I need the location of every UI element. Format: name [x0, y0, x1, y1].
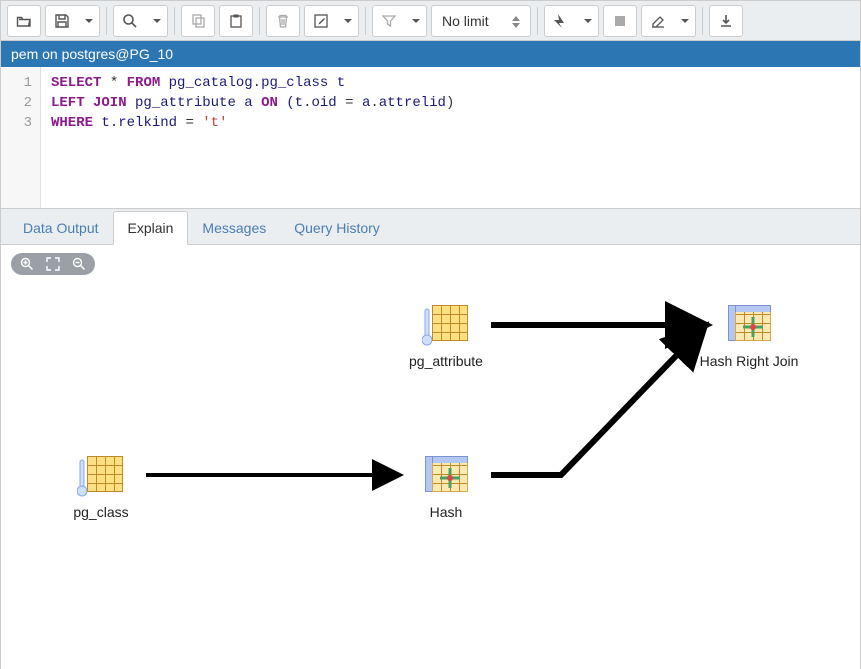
find-dropdown[interactable]	[146, 5, 168, 37]
hashjoin-icon	[727, 305, 771, 345]
tab-explain[interactable]: Explain	[113, 211, 189, 245]
clear-button[interactable]	[641, 5, 675, 37]
plan-node-pg-attribute[interactable]: pg_attribute	[386, 305, 506, 369]
plan-node-hash-right-join[interactable]: Hash Right Join	[689, 305, 809, 369]
plan-node-hash[interactable]: Hash	[386, 456, 506, 520]
tab-data-output[interactable]: Data Output	[9, 212, 113, 244]
delete-button[interactable]	[266, 5, 300, 37]
edit-dropdown[interactable]	[337, 5, 359, 37]
separator	[106, 7, 107, 35]
save-dropdown[interactable]	[78, 5, 100, 37]
copy-button[interactable]	[181, 5, 215, 37]
execute-button[interactable]	[544, 5, 578, 37]
separator	[365, 7, 366, 35]
limit-label: No limit	[442, 13, 489, 29]
output-tabs: Data Output Explain Messages Query Histo…	[1, 209, 860, 245]
node-label: Hash Right Join	[700, 353, 799, 369]
toolbar: No limit	[1, 1, 860, 41]
line-number: 2	[1, 93, 32, 113]
separator	[259, 7, 260, 35]
explain-panel: pg_attribute pg_class Hash Hash Right Jo…	[1, 245, 860, 669]
node-label: pg_class	[73, 504, 128, 520]
separator	[537, 7, 538, 35]
seqscan-icon	[79, 456, 123, 496]
node-label: Hash	[430, 504, 463, 520]
download-button[interactable]	[709, 5, 743, 37]
limit-select[interactable]: No limit	[431, 5, 531, 37]
separator	[702, 7, 703, 35]
connection-title-bar: pem on postgres@PG_10	[1, 41, 860, 67]
line-gutter: 1 2 3	[1, 67, 41, 208]
filter-button[interactable]	[372, 5, 406, 37]
tab-query-history[interactable]: Query History	[280, 212, 394, 244]
save-file-button[interactable]	[45, 5, 79, 37]
edit-button[interactable]	[304, 5, 338, 37]
tab-messages[interactable]: Messages	[188, 212, 280, 244]
node-label: pg_attribute	[409, 353, 483, 369]
find-button[interactable]	[113, 5, 147, 37]
connection-title: pem on postgres@PG_10	[11, 46, 173, 62]
clear-dropdown[interactable]	[674, 5, 696, 37]
open-file-button[interactable]	[7, 5, 41, 37]
seqscan-icon	[424, 305, 468, 345]
stop-button[interactable]	[603, 5, 637, 37]
code-area[interactable]: SELECT * FROM pg_catalog.pg_class tLEFT …	[41, 67, 464, 208]
separator	[174, 7, 175, 35]
plan-node-pg-class[interactable]: pg_class	[41, 456, 161, 520]
line-number: 1	[1, 73, 32, 93]
paste-button[interactable]	[219, 5, 253, 37]
hash-icon	[424, 456, 468, 496]
execute-dropdown[interactable]	[577, 5, 599, 37]
line-number: 3	[1, 113, 32, 133]
filter-dropdown[interactable]	[405, 5, 427, 37]
sql-editor[interactable]: 1 2 3 SELECT * FROM pg_catalog.pg_class …	[1, 67, 860, 209]
